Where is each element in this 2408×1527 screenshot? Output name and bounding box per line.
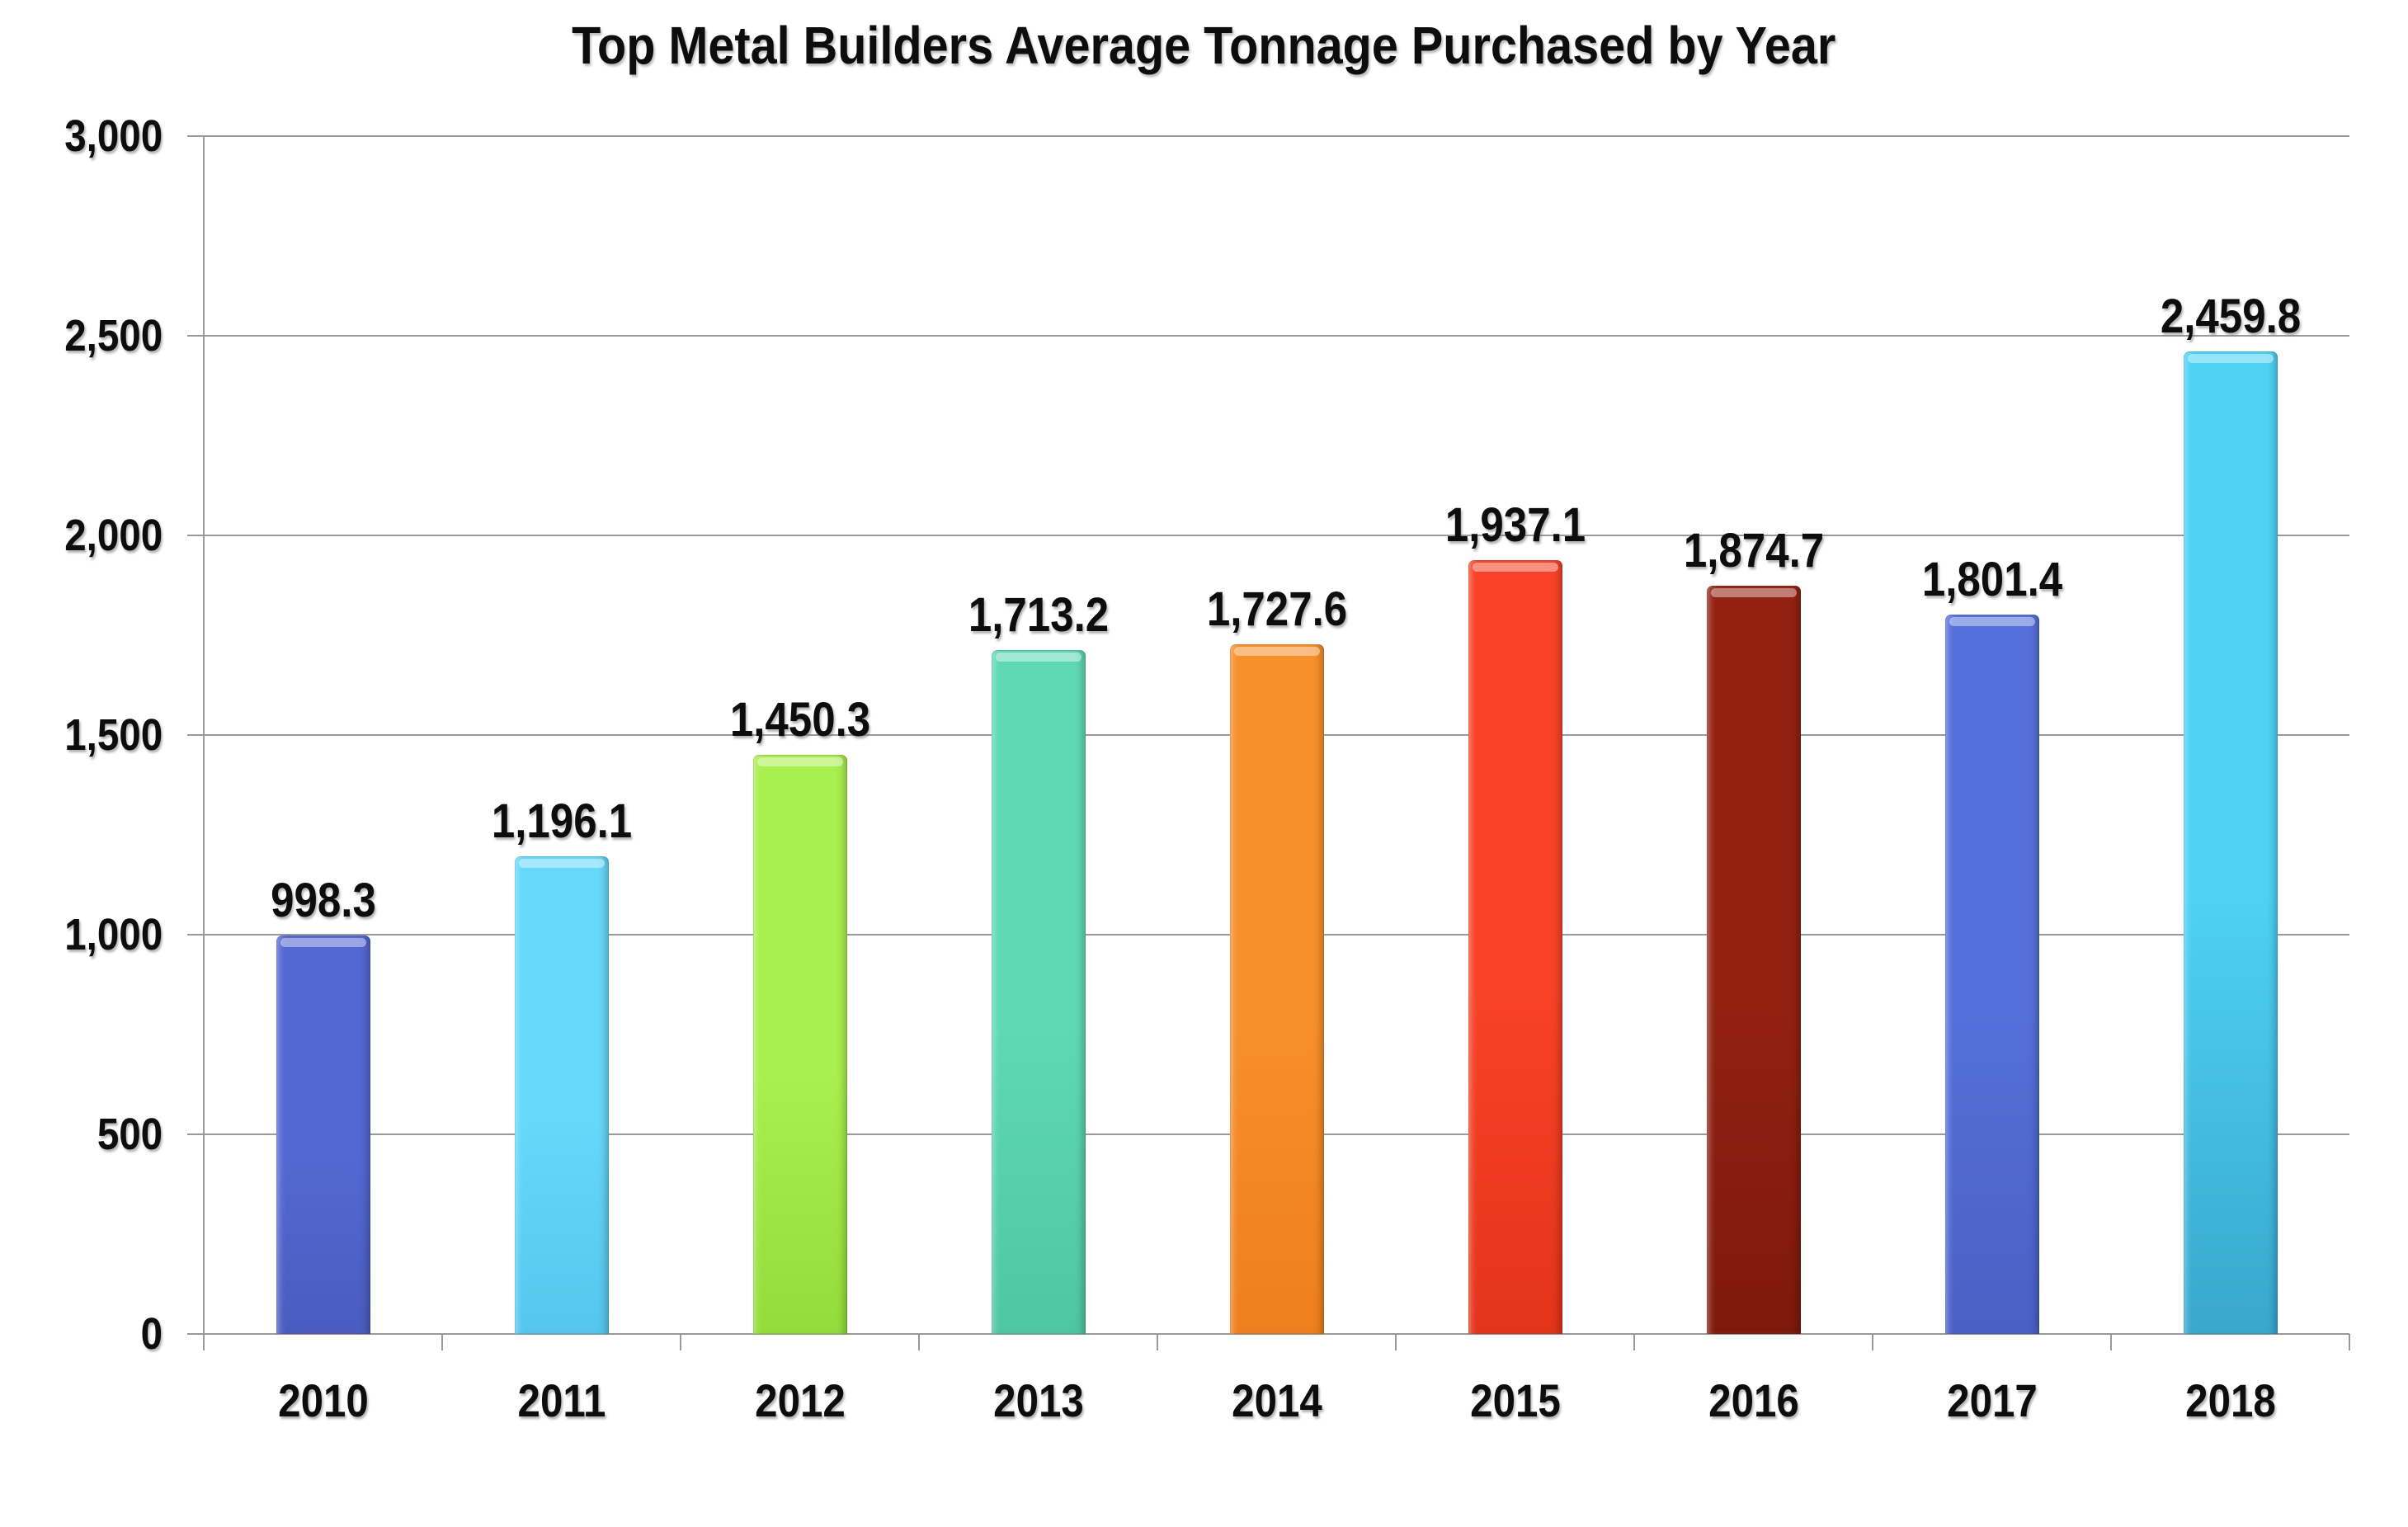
x-axis-tick bbox=[1633, 1334, 1635, 1350]
x-axis-tick bbox=[1872, 1334, 1873, 1350]
bar-2012 bbox=[752, 755, 847, 1334]
x-tick-label: 2010 bbox=[277, 1374, 369, 1426]
x-axis-tick bbox=[1395, 1334, 1397, 1350]
bar-2016 bbox=[1706, 585, 1801, 1334]
y-tick-label: 2,500 bbox=[64, 311, 163, 361]
x-tick-label: 2015 bbox=[1469, 1374, 1561, 1426]
x-tick-label: 2014 bbox=[1231, 1374, 1322, 1426]
bar-value-label: 998.3 bbox=[270, 873, 376, 927]
bar-value-label: 1,196.1 bbox=[491, 794, 632, 849]
x-tick-label: 2012 bbox=[754, 1374, 846, 1426]
x-axis-tick bbox=[918, 1334, 920, 1350]
bar-2011 bbox=[514, 856, 609, 1334]
bar-2014 bbox=[1229, 643, 1324, 1334]
bar-value-label: 1,727.6 bbox=[1206, 582, 1347, 636]
bar-value-label: 1,874.7 bbox=[1683, 523, 1824, 577]
y-tick-label: 500 bbox=[97, 1110, 163, 1159]
y-axis-line bbox=[203, 136, 205, 1350]
bar-value-label: 1,450.3 bbox=[729, 693, 870, 747]
y-tick-label: 1,500 bbox=[64, 710, 163, 760]
gridline bbox=[187, 135, 2349, 137]
x-axis-tick bbox=[1157, 1334, 1158, 1350]
y-tick-label: 0 bbox=[140, 1309, 163, 1359]
y-tick-label: 2,000 bbox=[64, 511, 163, 560]
x-tick-label: 2018 bbox=[2184, 1374, 2276, 1426]
bar-2010 bbox=[276, 935, 370, 1334]
gridline bbox=[187, 535, 2349, 536]
bar-value-label: 1,713.2 bbox=[968, 587, 1109, 642]
bar-2017 bbox=[1944, 615, 2039, 1334]
bar-2013 bbox=[991, 649, 1086, 1334]
chart-title-text: Top Metal Builders Average Tonnage Purch… bbox=[572, 16, 1836, 75]
x-axis-tick bbox=[203, 1334, 205, 1350]
x-axis-tick bbox=[2349, 1334, 2350, 1350]
bar-2018 bbox=[2183, 351, 2278, 1334]
bar-value-label: 1,801.4 bbox=[1921, 553, 2062, 607]
gridline bbox=[187, 335, 2349, 337]
x-tick-label: 2017 bbox=[1946, 1374, 2038, 1426]
x-tick-label: 2013 bbox=[992, 1374, 1084, 1426]
x-tick-label: 2016 bbox=[1708, 1374, 1799, 1426]
x-tick-label: 2011 bbox=[517, 1374, 606, 1426]
y-tick-label: 3,000 bbox=[64, 111, 163, 161]
bar-value-label: 2,459.8 bbox=[2160, 290, 2301, 344]
chart-title: Top Metal Builders Average Tonnage Purch… bbox=[0, 7, 2408, 84]
y-tick-label: 1,000 bbox=[64, 910, 163, 959]
x-axis-line bbox=[187, 1333, 2349, 1335]
x-axis-tick bbox=[441, 1334, 443, 1350]
x-axis-tick bbox=[680, 1334, 681, 1350]
x-axis-tick bbox=[2110, 1334, 2112, 1350]
bar-value-label: 1,937.1 bbox=[1444, 498, 1586, 553]
bar-2015 bbox=[1468, 560, 1562, 1334]
